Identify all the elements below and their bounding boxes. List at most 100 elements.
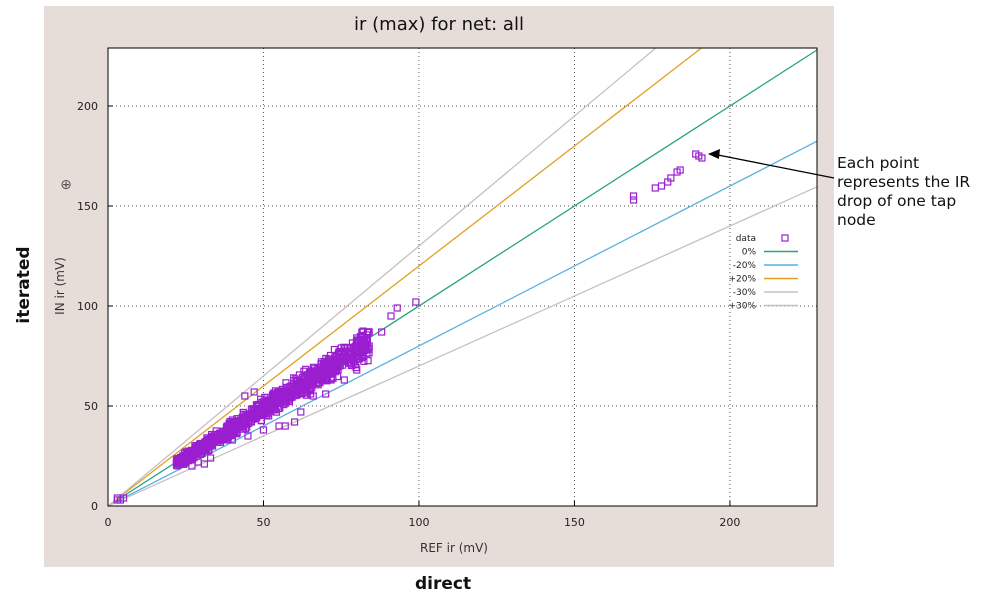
data-point [273,389,281,397]
data-point [213,434,221,442]
data-point [330,345,338,354]
plot-frame [107,47,818,507]
data-point [629,196,638,204]
axes: 0 50 100 150 200 0 50 100 150 200 [77,47,818,529]
data-point [378,328,386,336]
data-point [322,390,330,398]
data-point [340,376,348,384]
data-point [328,360,336,368]
data-point [259,398,268,406]
data-point [305,369,313,377]
data-point [297,408,305,416]
data-points [113,150,706,504]
data-point [259,426,268,434]
data-point [317,363,325,371]
data-point [358,353,366,361]
data-point [698,154,706,162]
data-point [222,430,230,438]
data-point [360,336,368,344]
data-point [244,432,252,440]
legend-label: 0% [742,248,757,258]
data-point [217,435,225,443]
data-point [362,346,370,354]
data-point [629,192,638,200]
data-point [252,401,260,409]
data-point [283,383,291,392]
data-point [267,406,275,414]
data-point [353,366,361,374]
data-point [290,418,299,426]
crosshair-icon: ⊕ [60,177,72,193]
y-axis-title: IN ir (mV) [53,257,67,315]
data-point [355,338,363,346]
data-point [266,402,274,410]
data-point [188,462,196,470]
data-point [191,450,199,458]
data-point [244,414,252,422]
legend-label: -30% [733,288,757,298]
y-tick-label: 100 [77,300,98,313]
data-point [345,350,353,358]
x-axis-title: REF ir (mV) [420,541,488,555]
data-point [306,374,314,382]
data-point [253,410,261,418]
legend-label: +30% [728,302,756,312]
legend-marker [781,234,789,242]
data-point [207,454,215,462]
outer-x-label: direct [415,574,472,594]
data-point [412,298,420,306]
data-point [197,440,205,448]
x-tick-label: 100 [408,516,429,529]
ref-line [107,186,818,507]
data-point [349,357,357,365]
chart-panel: ir (max) for net: all 0 50 100 150 200 0 50 100… [44,6,834,567]
x-tick-label: 0 [105,516,112,529]
ref-line [107,47,702,507]
data-point [337,354,345,362]
data-point [233,428,241,436]
y-tick-label: 150 [77,200,98,213]
data-point [314,381,322,389]
data-point [282,379,290,387]
data-point [284,388,292,396]
ref-line [107,140,818,507]
data-point [387,312,395,320]
data-point [228,416,236,424]
scatter-chart: ir (max) for net: all 0 50 100 150 200 0 50 100… [53,14,818,555]
outer-y-label: iterated [14,246,34,324]
ref-line [107,47,657,507]
data-point [200,460,208,468]
data-point [365,328,373,336]
data-point [295,388,303,396]
data-point [393,304,401,312]
data-point [172,456,181,464]
data-point [235,420,243,428]
data-point [334,366,342,374]
legend-label: data [736,234,756,244]
data-point [329,356,338,364]
legend-label: +20% [728,275,756,285]
data-point [315,370,324,378]
data-point [281,422,289,430]
data-point [358,328,366,336]
data-point [309,392,317,400]
data-point [346,348,355,356]
legend: data 0% -20% +20% -30% +30% [728,234,798,312]
annotation-text: Each point represents the IR drop of one… [837,154,971,229]
data-point [250,388,258,396]
x-tick-label: 200 [719,516,740,529]
chart-title: ir (max) for net: all [354,14,524,35]
y-tick-label: 0 [91,500,98,513]
data-point [304,386,312,394]
data-point [239,422,248,430]
data-point [182,454,190,462]
data-point [297,380,305,388]
data-point [275,394,283,402]
x-tick-label: 50 [256,516,270,529]
data-point [228,436,236,444]
data-point [241,392,249,400]
data-point [667,174,675,182]
data-point [119,494,128,502]
data-point [676,166,684,174]
legend-label: -20% [733,261,757,271]
